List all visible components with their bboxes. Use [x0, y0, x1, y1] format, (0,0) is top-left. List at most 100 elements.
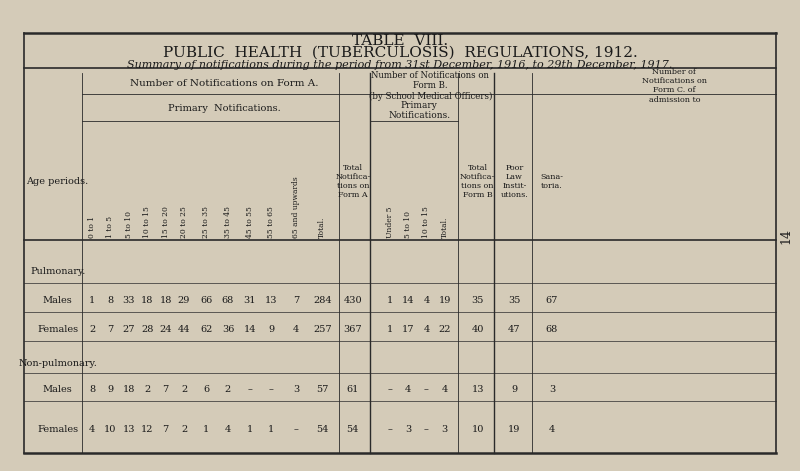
Text: 9: 9	[268, 325, 274, 334]
Text: 3: 3	[442, 425, 448, 434]
Text: 2: 2	[181, 425, 187, 434]
Text: 3: 3	[293, 385, 299, 395]
Text: 44: 44	[178, 325, 190, 334]
Text: 55 to 65: 55 to 65	[267, 206, 275, 238]
Text: 2: 2	[144, 385, 150, 395]
Text: 6: 6	[203, 385, 210, 395]
Text: Primary
Notifications.: Primary Notifications.	[388, 101, 450, 121]
Text: 2: 2	[181, 385, 187, 395]
Text: 57: 57	[316, 385, 329, 395]
Text: 18: 18	[159, 296, 172, 305]
Text: Females: Females	[37, 325, 78, 334]
Text: Poor
Law
Instit-
utions.: Poor Law Instit- utions.	[501, 163, 528, 199]
Text: 1: 1	[268, 425, 274, 434]
Text: 17: 17	[402, 325, 414, 334]
Text: 2: 2	[89, 325, 95, 334]
Text: 7: 7	[162, 425, 169, 434]
Text: –: –	[247, 385, 252, 395]
Text: 3: 3	[549, 385, 555, 395]
Text: 13: 13	[265, 296, 278, 305]
Text: Age periods.: Age periods.	[26, 177, 89, 186]
Text: 7: 7	[107, 325, 114, 334]
Text: 45 to 55: 45 to 55	[246, 206, 254, 238]
Text: 66: 66	[200, 296, 213, 305]
Text: Non-pulmonary.: Non-pulmonary.	[18, 359, 97, 368]
Text: –: –	[424, 425, 429, 434]
Text: 35: 35	[471, 296, 484, 305]
Text: 10 to 15: 10 to 15	[422, 206, 430, 238]
Text: 35: 35	[508, 296, 521, 305]
Text: Males: Males	[42, 385, 73, 395]
Text: 1: 1	[89, 296, 95, 305]
Text: 54: 54	[316, 425, 329, 434]
Text: 15 to 20: 15 to 20	[162, 206, 170, 238]
Text: 19: 19	[508, 425, 521, 434]
Text: 31: 31	[243, 296, 256, 305]
Text: 67: 67	[546, 296, 558, 305]
Text: Summary of notifications during the period from 31st December, 1916, to 29th Dec: Summary of notifications during the peri…	[127, 59, 673, 70]
Text: 47: 47	[508, 325, 521, 334]
Text: 28: 28	[141, 325, 154, 334]
Text: 9: 9	[511, 385, 518, 395]
Text: 40: 40	[471, 325, 484, 334]
Text: –: –	[294, 425, 298, 434]
Text: 0 to 1: 0 to 1	[88, 216, 96, 238]
Text: 33: 33	[122, 296, 135, 305]
Text: 54: 54	[346, 425, 359, 434]
Text: 2: 2	[225, 385, 231, 395]
Text: Total.: Total.	[441, 217, 449, 238]
Text: 14: 14	[243, 325, 256, 334]
Text: 12: 12	[141, 425, 154, 434]
Text: 257: 257	[313, 325, 332, 334]
Text: 430: 430	[343, 296, 362, 305]
Text: –: –	[387, 385, 392, 395]
Text: 4: 4	[549, 425, 555, 434]
Text: –: –	[424, 385, 429, 395]
Text: 18: 18	[122, 385, 135, 395]
Text: 35 to 45: 35 to 45	[224, 206, 232, 238]
Text: Total
Notifica-
tions on
Form A: Total Notifica- tions on Form A	[335, 163, 370, 199]
Text: 62: 62	[200, 325, 213, 334]
Text: Number of Notifications on
Form B.
(by School Medical Officers): Number of Notifications on Form B. (by S…	[369, 71, 492, 101]
Text: 4: 4	[89, 425, 95, 434]
Text: 20 to 25: 20 to 25	[180, 206, 188, 238]
Text: Under 5: Under 5	[386, 206, 394, 238]
Text: 9: 9	[107, 385, 114, 395]
Text: 36: 36	[222, 325, 234, 334]
Text: 4: 4	[423, 296, 430, 305]
Text: 10 to 15: 10 to 15	[143, 206, 151, 238]
Text: 7: 7	[162, 385, 169, 395]
Text: 4: 4	[423, 325, 430, 334]
Text: –: –	[269, 385, 274, 395]
Text: 14: 14	[779, 227, 792, 244]
Text: 8: 8	[89, 385, 95, 395]
Text: 24: 24	[159, 325, 172, 334]
Text: Total
Notifica-
tions on
Form B: Total Notifica- tions on Form B	[460, 163, 495, 199]
Text: Primary  Notifications.: Primary Notifications.	[168, 104, 280, 113]
Text: Number of Notifications on Form A.: Number of Notifications on Form A.	[130, 79, 318, 89]
Text: 1: 1	[386, 325, 393, 334]
Text: 1: 1	[246, 425, 253, 434]
Text: Sana-
toria.: Sana- toria.	[541, 173, 563, 190]
Text: 1: 1	[203, 425, 210, 434]
Text: 25 to 35: 25 to 35	[202, 206, 210, 238]
Text: 284: 284	[313, 296, 332, 305]
Text: 4: 4	[405, 385, 411, 395]
Text: PUBLIC  HEALTH  (TUBERCULOSIS)  REGULATIONS, 1912.: PUBLIC HEALTH (TUBERCULOSIS) REGULATIONS…	[162, 46, 638, 60]
Text: 61: 61	[346, 385, 359, 395]
Text: Pulmonary.: Pulmonary.	[30, 267, 86, 276]
Text: Number of
Notifications on
Form C. of
admission to: Number of Notifications on Form C. of ad…	[642, 68, 707, 104]
Text: 10: 10	[471, 425, 484, 434]
Text: 14: 14	[402, 296, 414, 305]
Text: 29: 29	[178, 296, 190, 305]
Text: Females: Females	[37, 425, 78, 434]
Text: 5 to 10: 5 to 10	[125, 211, 133, 238]
Text: 18: 18	[141, 296, 154, 305]
Text: 367: 367	[343, 325, 362, 334]
Text: 1: 1	[386, 296, 393, 305]
Text: 1 to 5: 1 to 5	[106, 216, 114, 238]
Text: 4: 4	[442, 385, 448, 395]
Text: 13: 13	[471, 385, 484, 395]
Text: 19: 19	[438, 296, 451, 305]
Text: 68: 68	[546, 325, 558, 334]
